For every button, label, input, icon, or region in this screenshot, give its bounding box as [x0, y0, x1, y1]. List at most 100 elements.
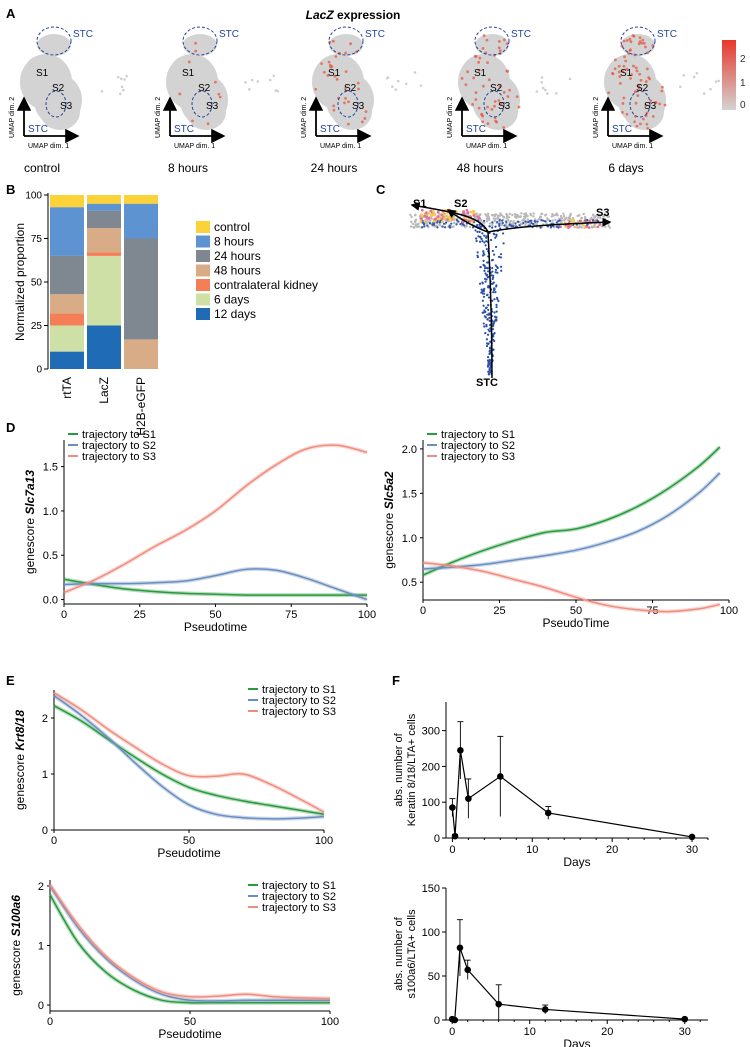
- data-line: [452, 947, 685, 1021]
- expressing-cell: [178, 92, 182, 96]
- legend-swatch: [196, 308, 210, 320]
- blue-cell: [493, 332, 496, 335]
- expressing-cell: [618, 81, 622, 85]
- umap-cell-cluster: [26, 56, 54, 80]
- umap-stray-cell: [244, 81, 247, 84]
- x-tick-label: 0: [420, 605, 426, 617]
- blue-cell: [492, 338, 495, 341]
- blue-cell: [514, 222, 517, 225]
- blue-cell: [500, 269, 503, 272]
- expressing-cell: [639, 122, 642, 126]
- blue-cell: [480, 291, 483, 294]
- expressing-cell: [474, 54, 478, 58]
- blue-cell: [488, 347, 492, 350]
- trajectory-s2: [446, 209, 489, 233]
- blue-cell: [495, 316, 498, 319]
- category-label: LacZ: [97, 377, 111, 404]
- endpoint-cell: [587, 226, 591, 229]
- blue-cell: [481, 292, 484, 295]
- grey-cell: [505, 217, 508, 220]
- umap-axis-dim2: UMAP dim. 2: [155, 97, 162, 138]
- grey-cell: [564, 216, 567, 220]
- y-tick-label: 0.5: [402, 577, 417, 589]
- endpoint-cell: [434, 217, 437, 221]
- umap-cell-cluster: [478, 94, 518, 130]
- blue-cell: [486, 261, 490, 264]
- y-tick-label: 0: [434, 1015, 440, 1027]
- expressing-cell: [505, 42, 509, 46]
- y-tick-label: 0.5: [43, 550, 58, 562]
- umap-stray-cell: [123, 78, 126, 81]
- y-axis-label-prefix: genescore: [13, 751, 27, 810]
- blue-cell: [474, 229, 477, 232]
- blue-cell: [494, 290, 497, 294]
- blue-cell: [496, 266, 499, 270]
- blue-cell: [450, 222, 453, 225]
- x-tick-label: 100: [315, 835, 333, 847]
- blue-cell: [557, 226, 560, 229]
- expressing-cell: [508, 88, 512, 92]
- grey-cell: [413, 225, 416, 229]
- y-axis-label-gene: Slc5a2: [382, 471, 396, 509]
- grey-cell: [562, 212, 565, 215]
- y-tick-label: 200: [422, 761, 440, 773]
- blue-cell: [492, 276, 495, 279]
- umap-stray-cell: [120, 85, 124, 89]
- panel-d-slc5a2-chart: 0 25 50 75 1000.51.01.52.0PseudoTimegenescor…: [382, 429, 738, 630]
- umap-stray-cell: [535, 90, 539, 93]
- endpoint-cell: [452, 216, 456, 220]
- x-tick-label: 0: [51, 835, 57, 847]
- expressing-cell: [333, 74, 337, 78]
- grey-cell: [513, 215, 517, 218]
- umap-stray-cell: [394, 88, 398, 91]
- expressing-cell: [634, 101, 638, 105]
- endpoint-cell: [443, 217, 446, 220]
- blue-cell: [491, 274, 495, 277]
- blue-cell: [485, 240, 488, 243]
- panel-b-bar-chart: 0 25 50 75 100 Normalized proportion rtTA LacZ H…: [13, 191, 318, 436]
- bar-segment-6-days: [50, 325, 84, 352]
- blue-cell: [494, 236, 497, 239]
- blue-cell: [480, 288, 483, 291]
- y-axis-label-prefix: genescore: [23, 515, 37, 574]
- grey-cell: [519, 215, 522, 219]
- trajectory-s3: [487, 217, 612, 233]
- grey-cell: [607, 222, 610, 225]
- blue-cell: [485, 338, 488, 341]
- blue-cell: [515, 225, 518, 228]
- grey-cell: [491, 214, 495, 217]
- expressing-cell: [645, 67, 649, 71]
- legend-entry: trajectory to S3: [262, 706, 336, 718]
- expressing-cell: [661, 85, 664, 89]
- blue-cell: [487, 308, 490, 312]
- expressing-cell: [651, 115, 655, 118]
- x-tick-label: 0: [449, 844, 455, 856]
- grey-cell: [512, 220, 515, 224]
- legend-entry: trajectory to S1: [262, 880, 336, 892]
- colorbar-tick-high: 2: [740, 54, 746, 65]
- series-line: [49, 894, 330, 1004]
- data-point: [544, 809, 552, 817]
- grey-cell: [430, 217, 433, 220]
- blue-cell: [491, 299, 494, 302]
- blue-cell: [502, 242, 505, 245]
- expressing-cell: [641, 117, 645, 121]
- blue-cell: [441, 225, 444, 228]
- series-band: [63, 443, 368, 595]
- endpoint-cell: [572, 220, 575, 224]
- data-point: [541, 1006, 549, 1013]
- blue-cell: [494, 225, 497, 228]
- blue-cell: [518, 224, 521, 227]
- expressing-cell: [649, 99, 653, 103]
- data-point: [464, 966, 472, 974]
- blue-cell: [498, 224, 501, 228]
- bar-segment-6-days: [87, 255, 121, 326]
- expressing-cell: [617, 64, 621, 68]
- y-tick-label: 0: [38, 1000, 44, 1012]
- legend-entry: 24 hours: [214, 249, 261, 263]
- expressing-cell: [622, 64, 626, 68]
- expressing-cell: [621, 110, 624, 114]
- expressing-cell: [497, 99, 501, 102]
- grey-cell: [478, 213, 481, 216]
